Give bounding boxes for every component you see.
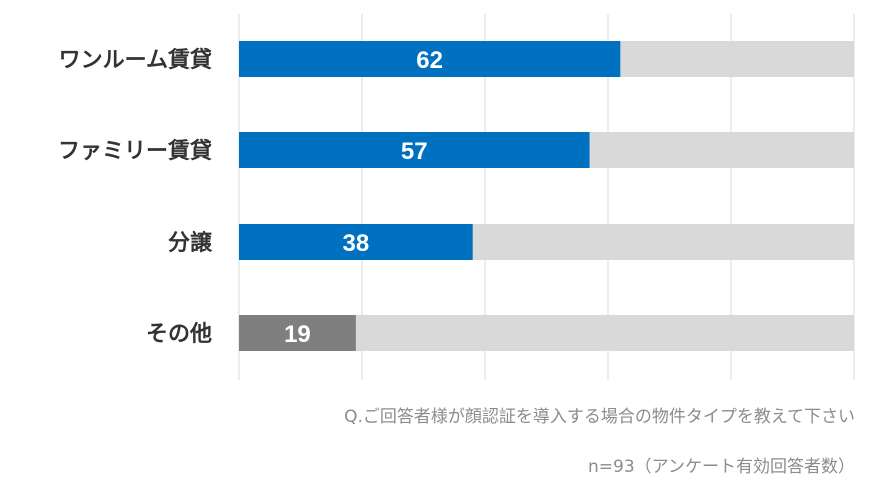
survey-question-note: Q.ご回答者様が顔認証を導入する場合の物件タイプを教えて下さい xyxy=(344,407,855,427)
sample-size-note: n=93（アンケート有効回答者数） xyxy=(588,457,855,477)
category-label: ワンルーム賃貸 xyxy=(59,47,212,73)
bar xyxy=(239,224,473,260)
bar xyxy=(239,132,590,168)
horizontal-bar-chart: 62 ワンルーム賃貸 57 ファミリー賃貸 38 分譲 19 その他 xyxy=(58,14,855,380)
bar xyxy=(239,41,621,77)
category-label: 分譲 xyxy=(168,230,213,256)
data-label: 38 xyxy=(342,230,369,257)
category-label: その他 xyxy=(146,322,212,347)
data-label: 57 xyxy=(401,138,428,165)
data-label: 19 xyxy=(284,321,311,348)
bar xyxy=(239,315,356,351)
data-label: 62 xyxy=(416,47,443,74)
category-label: ファミリー賃貸 xyxy=(58,138,212,164)
